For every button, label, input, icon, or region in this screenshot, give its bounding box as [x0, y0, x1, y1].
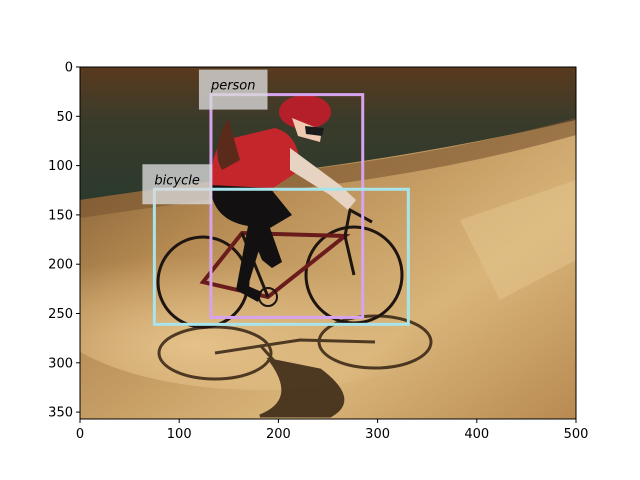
- y-tick-label: 250: [48, 307, 73, 322]
- person-label-bg: [198, 69, 268, 110]
- y-tick-label: 200: [48, 258, 73, 273]
- x-tick-label: 500: [564, 427, 589, 442]
- bicycle-box: [152, 187, 410, 326]
- x-tick-label: 400: [464, 427, 489, 442]
- axes-frame: [79, 66, 577, 420]
- person-box: [209, 93, 365, 319]
- detection-boxes: [152, 93, 410, 326]
- rider: [210, 95, 356, 302]
- y-tick-label: 100: [48, 159, 73, 174]
- detection-labels: person bicycle: [142, 69, 268, 205]
- x-tick-label: 100: [167, 427, 192, 442]
- bicycle-shadow: [157, 314, 433, 418]
- x-tick-label: 200: [266, 427, 291, 442]
- x-axis: 0 100 200 300 400 500: [76, 419, 589, 442]
- y-tick-label: 300: [48, 356, 73, 371]
- bicycle-label-bg: [142, 164, 212, 205]
- bicycle-label: bicycle: [154, 173, 199, 188]
- y-axis: 0 50 100 150 200 250 300 350: [48, 61, 80, 421]
- x-tick-label: 300: [365, 427, 390, 442]
- y-tick-label: 50: [56, 110, 73, 125]
- y-tick-label: 0: [65, 61, 73, 76]
- y-tick-label: 350: [48, 406, 73, 421]
- photo: [80, 67, 576, 419]
- person-label: person: [210, 79, 256, 94]
- y-tick-label: 150: [48, 208, 73, 223]
- light-beam: [460, 180, 576, 300]
- x-tick-label: 0: [76, 427, 84, 442]
- light-patch: [80, 210, 480, 390]
